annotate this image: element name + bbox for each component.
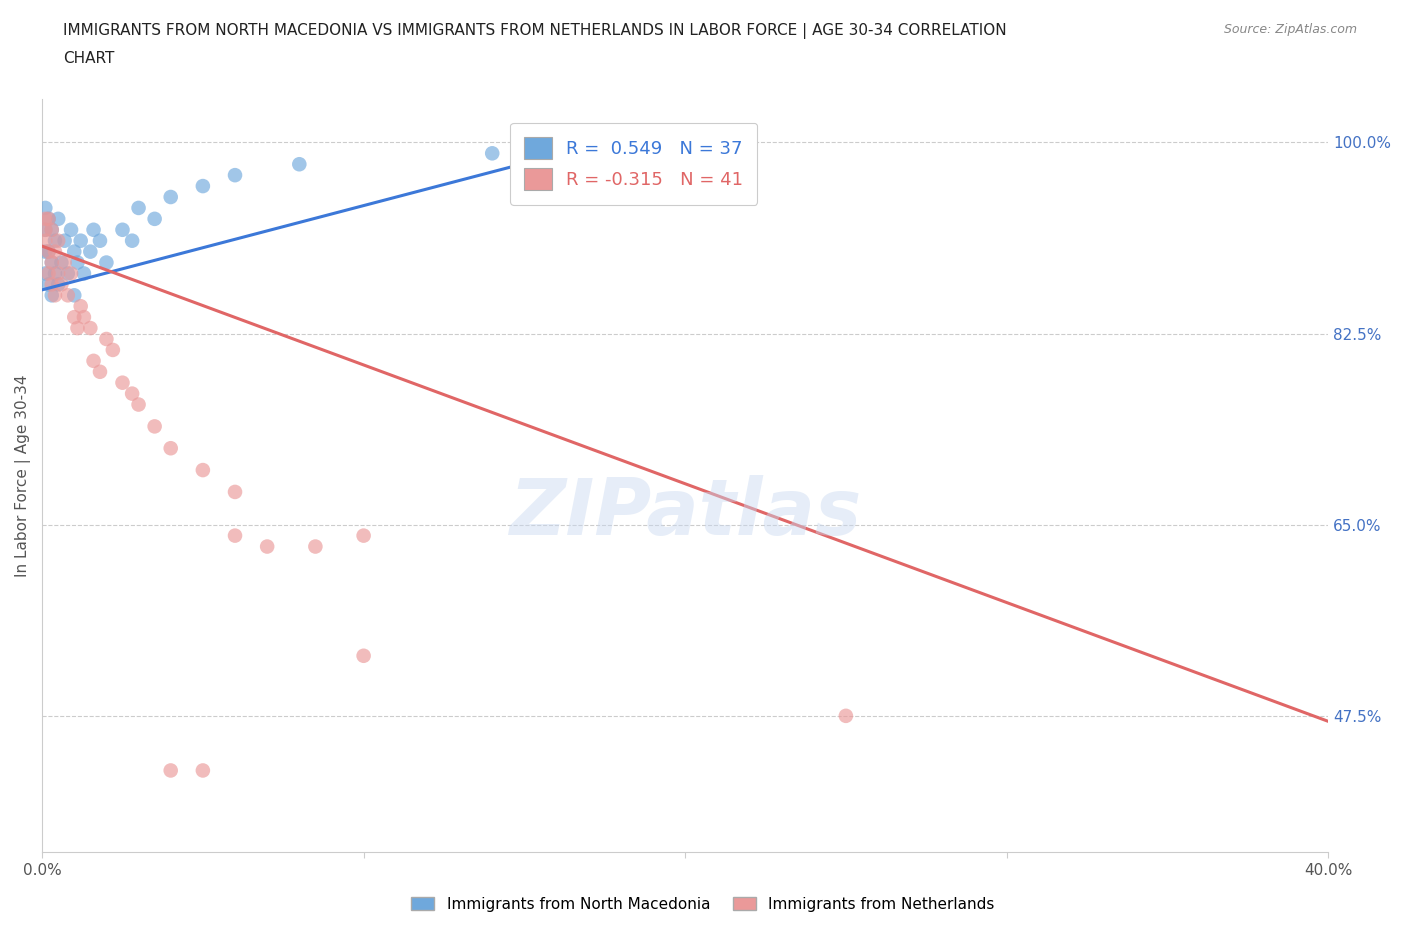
Point: [304, 539, 326, 554]
Point: [46, 211, 69, 226]
Point: [143, 211, 166, 226]
Point: [191, 763, 214, 777]
Point: [69, 233, 91, 248]
Point: [46, 277, 69, 292]
Point: [44, 266, 66, 281]
Point: [53, 255, 76, 270]
Point: [111, 222, 134, 237]
Text: CHART: CHART: [63, 51, 115, 66]
Point: [83, 222, 105, 237]
Point: [41, 222, 63, 237]
Point: [96, 255, 118, 270]
Point: [256, 539, 278, 554]
Point: [34, 266, 56, 281]
Point: [128, 201, 150, 216]
Point: [60, 266, 83, 281]
Point: [159, 441, 181, 456]
Y-axis label: In Labor Force | Age 30-34: In Labor Force | Age 30-34: [15, 374, 31, 577]
Point: [224, 167, 246, 182]
Point: [111, 376, 134, 391]
Point: [34, 201, 56, 216]
Point: [101, 342, 124, 357]
Point: [79, 245, 101, 259]
Point: [38, 245, 60, 259]
Point: [83, 353, 105, 368]
Point: [191, 179, 214, 193]
Point: [224, 528, 246, 543]
Point: [38, 266, 60, 281]
Point: [53, 233, 76, 248]
Point: [96, 332, 118, 347]
Point: [353, 648, 375, 663]
Point: [63, 245, 86, 259]
Legend: R =  0.549   N = 37, R = -0.315   N = 41: R = 0.549 N = 37, R = -0.315 N = 41: [510, 123, 758, 205]
Point: [34, 222, 56, 237]
Point: [73, 310, 96, 325]
Point: [41, 255, 63, 270]
Point: [143, 418, 166, 433]
Point: [79, 321, 101, 336]
Point: [38, 211, 60, 226]
Point: [63, 288, 86, 303]
Point: [66, 321, 89, 336]
Point: [593, 135, 616, 150]
Point: [51, 277, 73, 292]
Point: [34, 222, 56, 237]
Point: [89, 365, 111, 379]
Point: [835, 709, 858, 724]
Point: [34, 211, 56, 226]
Point: [159, 190, 181, 205]
Text: Source: ZipAtlas.com: Source: ZipAtlas.com: [1223, 23, 1357, 36]
Point: [46, 266, 69, 281]
Point: [288, 157, 311, 172]
Point: [41, 288, 63, 303]
Point: [224, 485, 246, 499]
Point: [56, 266, 79, 281]
Point: [191, 462, 214, 477]
Point: [41, 277, 63, 292]
Point: [38, 245, 60, 259]
Point: [44, 245, 66, 259]
Point: [46, 233, 69, 248]
Point: [34, 245, 56, 259]
Point: [353, 528, 375, 543]
Legend: Immigrants from North Macedonia, Immigrants from Netherlands: Immigrants from North Macedonia, Immigra…: [405, 890, 1001, 918]
Point: [56, 288, 79, 303]
Point: [38, 277, 60, 292]
Point: [89, 233, 111, 248]
Point: [38, 211, 60, 226]
Point: [121, 233, 143, 248]
Point: [51, 255, 73, 270]
Point: [41, 255, 63, 270]
Point: [34, 233, 56, 248]
Point: [44, 233, 66, 248]
Point: [159, 763, 181, 777]
Point: [63, 310, 86, 325]
Point: [44, 288, 66, 303]
Point: [69, 299, 91, 313]
Point: [41, 222, 63, 237]
Text: ZIPatlas: ZIPatlas: [509, 475, 862, 551]
Point: [481, 146, 503, 161]
Text: IMMIGRANTS FROM NORTH MACEDONIA VS IMMIGRANTS FROM NETHERLANDS IN LABOR FORCE | : IMMIGRANTS FROM NORTH MACEDONIA VS IMMIG…: [63, 23, 1007, 39]
Point: [66, 255, 89, 270]
Point: [60, 222, 83, 237]
Point: [121, 386, 143, 401]
Point: [128, 397, 150, 412]
Point: [73, 266, 96, 281]
